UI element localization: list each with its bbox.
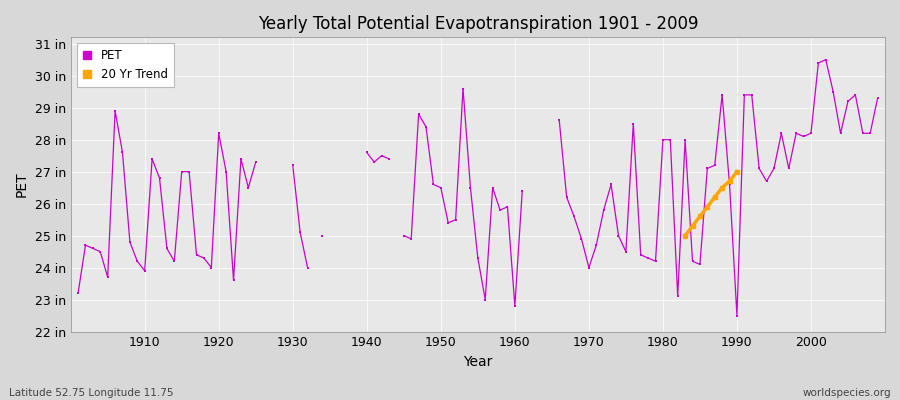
PET [302,265,313,270]
20 Yr Trend [732,169,742,174]
Title: Yearly Total Potential Evapotranspiration 1901 - 2009: Yearly Total Potential Evapotranspiratio… [257,15,698,33]
Text: worldspecies.org: worldspecies.org [803,388,891,398]
Line: 20 Yr Trend: 20 Yr Trend [683,170,739,238]
Y-axis label: PET: PET [15,172,29,197]
20 Yr Trend [702,204,713,209]
20 Yr Trend [680,233,690,238]
Legend: PET, 20 Yr Trend: PET, 20 Yr Trend [76,43,175,87]
PET [73,291,84,296]
20 Yr Trend [695,214,706,219]
20 Yr Trend [687,224,698,228]
Line: PET: PET [76,58,879,317]
PET [132,259,143,264]
PET [606,182,616,187]
PET [872,96,883,100]
20 Yr Trend [716,185,727,190]
Text: Latitude 52.75 Longitude 11.75: Latitude 52.75 Longitude 11.75 [9,388,174,398]
PET [509,304,520,308]
20 Yr Trend [709,195,720,200]
X-axis label: Year: Year [464,355,492,369]
20 Yr Trend [724,179,735,184]
PET [517,188,527,193]
